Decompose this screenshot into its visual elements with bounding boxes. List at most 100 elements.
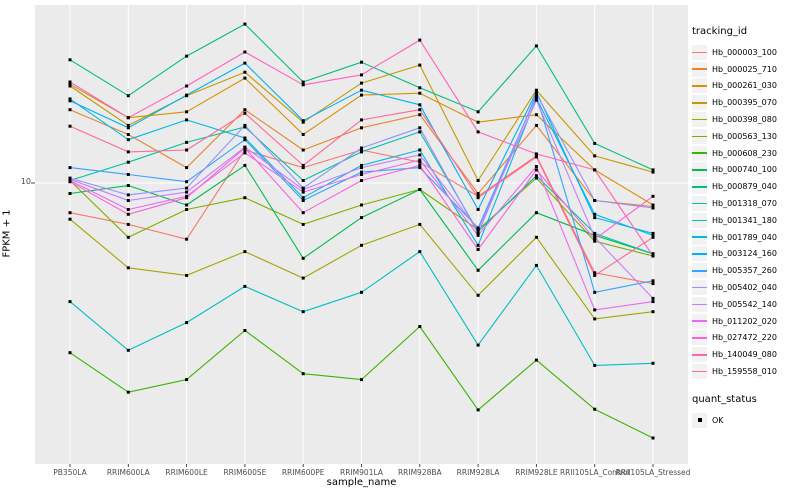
legend-key	[692, 128, 707, 144]
x-tick-label: PB350LA	[53, 468, 87, 477]
data-point	[243, 125, 247, 129]
data-point	[243, 136, 247, 140]
data-point	[360, 118, 363, 122]
legend-key	[692, 330, 707, 346]
data-point	[476, 408, 480, 412]
data-point	[593, 235, 597, 239]
y-axis-title: FPKM + 1	[1, 209, 13, 258]
data-point	[418, 153, 422, 157]
legend-title-tracking: tracking_id	[692, 26, 748, 37]
data-point	[593, 233, 597, 237]
legend-items-tracking: Hb_000003_100 Hb_000025_710 Hb_000261_030 H…	[692, 44, 798, 380]
data-point	[243, 138, 247, 142]
legend-line-icon	[692, 286, 707, 289]
data-point	[301, 211, 305, 215]
data-point	[476, 228, 480, 232]
data-point	[651, 282, 655, 286]
data-point	[651, 168, 655, 172]
data-point	[126, 116, 130, 120]
data-point	[651, 170, 655, 174]
data-point	[243, 148, 247, 152]
data-point	[534, 165, 538, 168]
legend-item: Hb_000395_070	[692, 94, 798, 111]
data-point	[418, 108, 422, 112]
data-point	[418, 103, 422, 107]
legend-line-icon	[692, 269, 707, 272]
data-point	[360, 93, 363, 97]
data-point	[534, 88, 538, 92]
data-point	[360, 150, 363, 154]
data-point	[360, 179, 363, 182]
legend-label: Hb_159558_010	[712, 367, 777, 377]
data-point	[360, 203, 363, 207]
legend-item: Hb_005357_260	[692, 262, 798, 279]
data-point	[243, 196, 247, 200]
data-point	[360, 170, 363, 174]
data-point	[651, 361, 655, 365]
data-point	[593, 290, 597, 294]
legend-item: Hb_159558_010	[692, 363, 798, 380]
legend-label: Hb_005357_260	[712, 266, 777, 276]
legend-label: Hb_027472_220	[712, 333, 777, 343]
legend-line-icon	[692, 337, 707, 339]
legend-item: Hb_005402_040	[692, 279, 798, 296]
legend-line-icon	[692, 370, 707, 373]
data-point	[360, 166, 363, 170]
data-point	[418, 91, 422, 95]
data-point	[476, 208, 480, 211]
legend-line-icon	[692, 135, 707, 138]
data-point	[126, 160, 130, 164]
legend-key	[692, 347, 707, 363]
legend-key	[692, 112, 707, 128]
data-point	[360, 88, 363, 92]
legend-label: Hb_001789_040	[712, 232, 777, 242]
data-point	[185, 54, 189, 58]
data-point	[593, 212, 597, 216]
data-point	[126, 184, 130, 187]
data-point	[301, 310, 305, 314]
legend-line-icon	[692, 51, 707, 54]
data-point	[593, 273, 597, 277]
data-point	[68, 166, 72, 170]
data-point	[418, 158, 422, 162]
data-point	[243, 163, 247, 167]
data-point	[534, 235, 538, 239]
data-point	[243, 61, 247, 65]
legend-label: Hb_000261_030	[712, 81, 777, 91]
data-point	[651, 296, 655, 300]
legend-key	[692, 280, 707, 296]
data-point	[185, 148, 189, 152]
data-point	[243, 284, 247, 288]
data-point	[476, 248, 480, 251]
data-point	[126, 173, 130, 176]
legend-key	[692, 246, 707, 262]
data-point	[534, 96, 538, 100]
data-point	[243, 146, 247, 150]
legend-label: Hb_005542_140	[712, 299, 777, 309]
x-tick-label: RRIM928LE	[515, 468, 558, 477]
data-point	[593, 271, 597, 275]
data-point	[651, 231, 655, 235]
data-point	[418, 325, 422, 328]
data-point	[126, 222, 130, 226]
data-point	[301, 276, 305, 280]
data-point	[476, 120, 480, 124]
legend-item: Hb_000025_710	[692, 61, 798, 78]
data-point	[418, 148, 422, 152]
legend-key	[692, 263, 707, 279]
legend-item: Hb_000261_030	[692, 78, 798, 95]
legend-line-icon	[692, 185, 707, 188]
data-point	[534, 176, 538, 180]
data-point	[301, 190, 305, 194]
data-point	[651, 194, 655, 198]
data-point	[476, 192, 480, 195]
data-point	[301, 188, 305, 191]
data-point	[126, 123, 130, 127]
data-point	[476, 293, 480, 297]
data-point	[360, 73, 363, 77]
data-point	[126, 348, 130, 352]
legend-item: Hb_000879_040	[692, 178, 798, 195]
data-point	[185, 203, 189, 207]
data-point	[534, 155, 538, 159]
data-point	[185, 208, 189, 211]
